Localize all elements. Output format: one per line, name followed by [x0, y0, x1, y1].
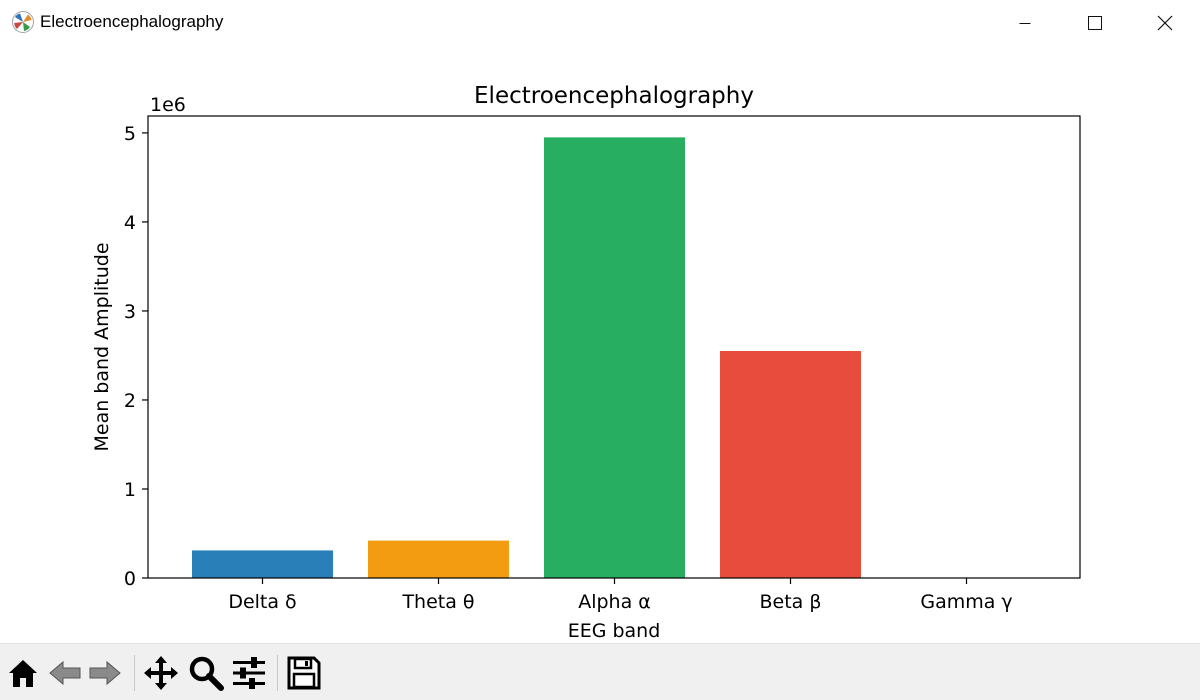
x-tick-label-4: Gamma γ: [920, 591, 1012, 613]
back-arrow-icon: [49, 660, 81, 686]
y-tick-label-4: 4: [124, 212, 136, 234]
toolbar-separator: [134, 655, 135, 691]
home-button[interactable]: [4, 653, 42, 693]
y-tick-label-5: 5: [124, 123, 136, 145]
move-icon: [144, 656, 178, 690]
toolbar-separator: [277, 655, 278, 691]
title-bar: Electroencephalography: [0, 0, 1200, 45]
pan-button[interactable]: [142, 653, 180, 693]
bar-3: [720, 351, 861, 578]
y-tick-label-1: 1: [124, 479, 136, 501]
bar-0: [192, 550, 333, 578]
magnifier-icon: [189, 656, 224, 691]
bar-1: [368, 540, 509, 578]
sliders-icon: [233, 657, 265, 689]
floppy-disk-icon: [287, 656, 321, 690]
close-button[interactable]: [1130, 0, 1200, 45]
minimize-icon: [1019, 22, 1031, 24]
configure-subplots-button[interactable]: [230, 653, 268, 693]
y-axis-offset-label: 1e6: [150, 94, 186, 116]
y-tick-label-3: 3: [124, 301, 136, 323]
x-tick-label-0: Delta δ: [228, 591, 296, 613]
x-tick-label-3: Beta β: [760, 591, 822, 613]
maximize-icon: [1088, 15, 1102, 30]
y-tick-label-2: 2: [124, 390, 136, 412]
back-button[interactable]: [46, 653, 84, 693]
maximize-button[interactable]: [1060, 0, 1130, 45]
y-axis-label: Mean band Amplitude: [91, 242, 113, 451]
bar-chart: 0 1 2 3 4 5 Delta δ Theta θ Alpha α Beta β Gamma …: [91, 83, 1081, 642]
navigation-toolbar: [0, 643, 1200, 700]
x-tick-label-2: Alpha α: [578, 591, 651, 613]
figure-canvas[interactable]: 0 1 2 3 4 5 Delta δ Theta θ Alpha α Beta β Gamma …: [0, 45, 1200, 643]
window-title: Electroencephalography: [40, 12, 224, 31]
y-tick-label-0: 0: [124, 568, 136, 590]
x-axis-label: EEG band: [568, 620, 661, 642]
chart-title: Electroencephalography: [474, 83, 754, 109]
forward-button[interactable]: [86, 653, 124, 693]
x-tick-label-1: Theta θ: [401, 591, 474, 613]
bar-2: [544, 137, 685, 578]
minimize-button[interactable]: [990, 0, 1060, 45]
forward-arrow-icon: [89, 660, 121, 686]
home-icon: [9, 660, 37, 687]
save-button[interactable]: [285, 653, 323, 693]
zoom-button[interactable]: [187, 653, 225, 693]
app-icon: [11, 10, 35, 34]
close-icon: [1157, 15, 1173, 30]
